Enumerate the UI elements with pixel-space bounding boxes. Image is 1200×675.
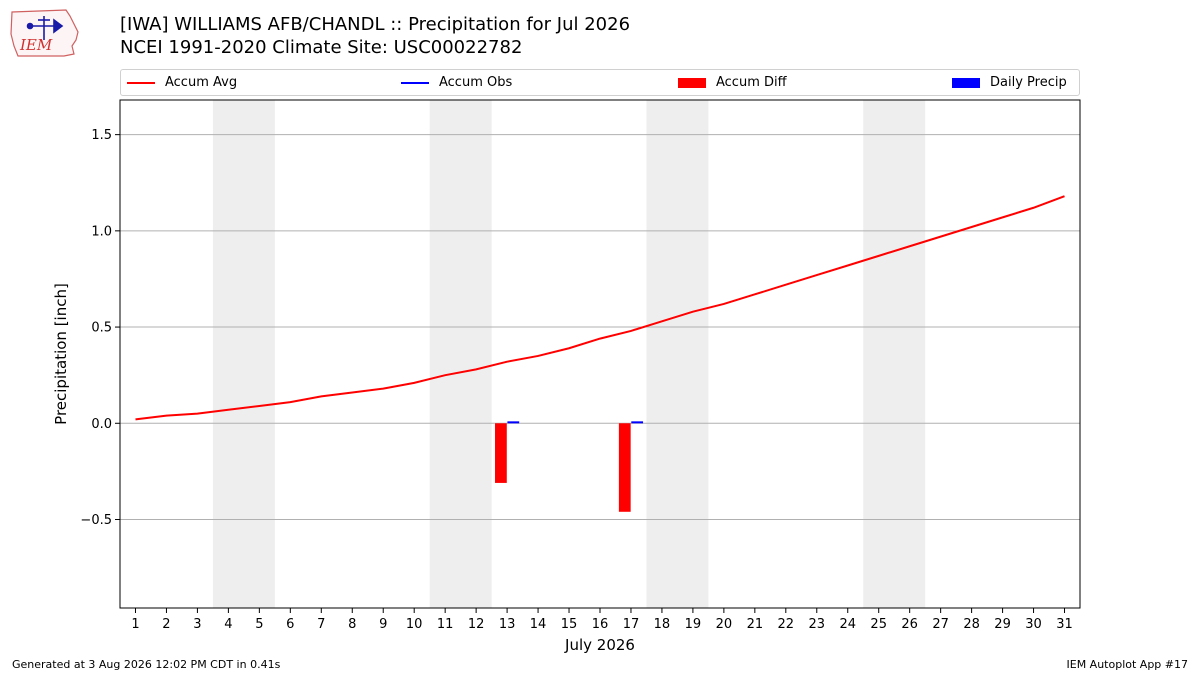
x-tick-label: 4 [224, 617, 232, 632]
legend: Accum Avg Accum Obs Accum Diff Daily Pre… [120, 69, 1080, 96]
x-tick-label: 12 [468, 617, 485, 632]
legend-item-daily-precip: Daily Precip [952, 70, 1067, 95]
x-tick-label: 18 [654, 617, 671, 632]
weather-station-icon [26, 16, 64, 40]
legend-item-accum-obs: Accum Obs [401, 70, 512, 95]
x-tick-label: 2 [162, 617, 170, 632]
x-tick-label: 3 [193, 617, 201, 632]
legend-label-accum-obs: Accum Obs [439, 75, 513, 90]
x-tick-label: 1 [131, 617, 139, 632]
iem-logo-text: IEM [19, 36, 53, 54]
x-tick-label: 20 [716, 617, 733, 632]
y-tick-label: 1.0 [91, 224, 112, 239]
accum-diff-bar [618, 423, 631, 512]
legend-item-accum-avg: Accum Avg [127, 70, 237, 95]
weekend-band [646, 100, 709, 608]
weekend-band [429, 100, 492, 608]
chart-title: [IWA] WILLIAMS AFB/CHANDL :: Precipitati… [120, 13, 630, 59]
generated-timestamp: Generated at 3 Aug 2026 12:02 PM CDT in … [12, 658, 281, 671]
y-tick-label: −0.5 [80, 513, 112, 528]
x-tick-label: 27 [932, 617, 949, 632]
legend-label-accum-avg: Accum Avg [165, 75, 238, 90]
legend-item-accum-diff: Accum Diff [678, 70, 787, 95]
x-tick-label: 13 [499, 617, 516, 632]
x-tick-label: 30 [1025, 617, 1042, 632]
x-tick-label: 5 [255, 617, 263, 632]
x-tick-label: 17 [623, 617, 640, 632]
x-tick-label: 8 [348, 617, 356, 632]
x-tick-label: 28 [963, 617, 980, 632]
legend-swatch-accum-obs [401, 81, 429, 84]
x-tick-label: 24 [839, 617, 856, 632]
title-line-2: NCEI 1991-2020 Climate Site: USC00022782 [120, 37, 523, 58]
x-tick-label: 15 [561, 617, 578, 632]
iem-logo: IEM [10, 9, 79, 57]
x-tick-label: 11 [437, 617, 454, 632]
legend-label-accum-diff: Accum Diff [716, 75, 787, 90]
weekend-band [863, 100, 926, 608]
legend-label-daily-precip: Daily Precip [990, 75, 1067, 90]
x-tick-label: 19 [685, 617, 702, 632]
y-tick-label: 1.5 [91, 128, 112, 143]
daily-precip-bar [507, 421, 520, 424]
x-tick-label: 22 [778, 617, 795, 632]
title-line-1: [IWA] WILLIAMS AFB/CHANDL :: Precipitati… [120, 14, 631, 35]
x-tick-label: 10 [406, 617, 423, 632]
app-credit: IEM Autoplot App #17 [1066, 658, 1189, 671]
x-tick-label: 26 [901, 617, 918, 632]
accum-diff-bar [495, 423, 507, 483]
x-tick-label: 16 [592, 617, 609, 632]
x-tick-label: 23 [809, 617, 826, 632]
daily-precip-bar [631, 421, 644, 424]
x-tick-label: 14 [530, 617, 547, 632]
accum-avg-line [135, 195, 1065, 421]
x-tick-label: 25 [870, 617, 887, 632]
legend-swatch-daily-precip [952, 77, 980, 88]
weekend-band [212, 100, 275, 608]
x-tick-label: 31 [1056, 617, 1073, 632]
x-tick-label: 7 [317, 617, 325, 632]
legend-swatch-accum-diff [678, 77, 706, 88]
x-tick-label: 29 [994, 617, 1011, 632]
x-tick-label: 9 [379, 617, 387, 632]
y-tick-label: 0.5 [91, 321, 112, 336]
x-tick-label: 21 [747, 617, 764, 632]
y-axis-label: Precipitation [inch] [52, 283, 70, 425]
y-tick-label: 0.0 [91, 417, 112, 432]
x-axis-label: July 2026 [564, 636, 635, 654]
legend-swatch-accum-avg [127, 81, 155, 84]
x-tick-label: 6 [286, 617, 294, 632]
